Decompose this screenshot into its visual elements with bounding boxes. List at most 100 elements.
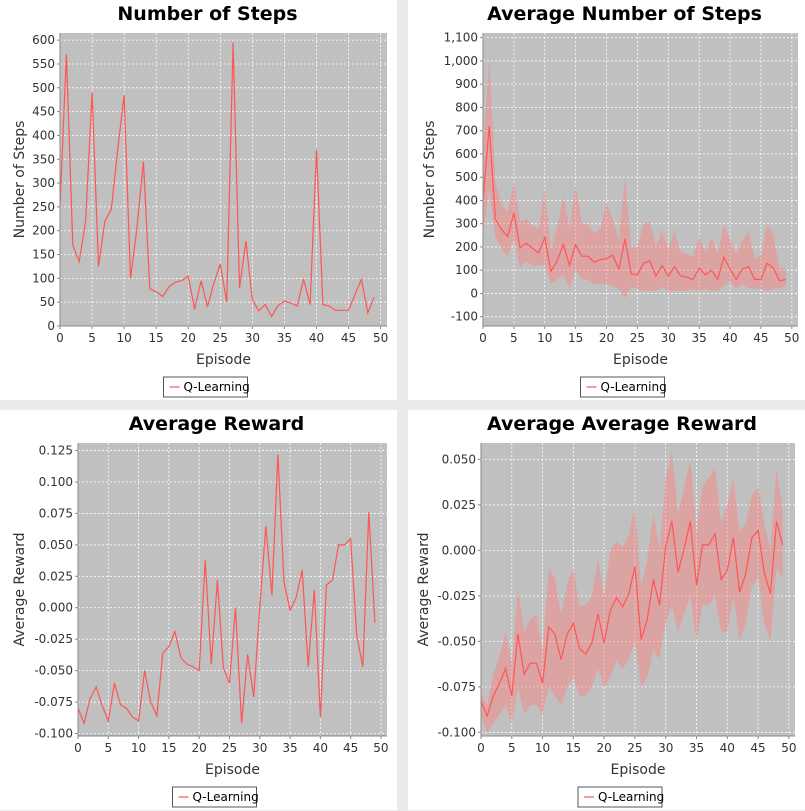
y-tick-label: 800: [455, 100, 478, 114]
y-tick-label: 1,000: [444, 54, 478, 68]
x-tick-label: 0: [477, 741, 485, 755]
x-tick-label: 5: [510, 331, 518, 345]
legend: Q-Learning: [172, 786, 259, 808]
y-tick-label: 150: [32, 248, 55, 262]
chart-svg: Average Average Reward 0 5 10 15 20 25 30 35 40 45…: [416, 413, 796, 808]
x-tick-label: 35: [277, 331, 292, 345]
x-tick-label: 5: [104, 741, 112, 755]
x-tick-label: 45: [341, 331, 356, 345]
y-axis-label: Average Reward: [12, 532, 28, 646]
confidence-band: [483, 58, 786, 299]
y-tick-label: 0: [470, 286, 478, 300]
legend-label: Q-Learning: [601, 380, 667, 394]
x-tick-label: 10: [535, 741, 550, 755]
chart-svg: Average Reward 0 5 10 15 20 25 30 35 40 45 50 -0.100…: [12, 413, 389, 808]
x-tick-label: 25: [630, 331, 645, 345]
x-tick-label: 45: [750, 741, 765, 755]
y-tick-label: 400: [32, 128, 55, 142]
y-tick-label: 600: [32, 33, 55, 47]
y-tick-label: 250: [32, 200, 55, 214]
y-tick-label: 0.025: [39, 569, 73, 583]
x-tick-label: 35: [692, 331, 707, 345]
chart-title: Average Reward: [129, 413, 304, 435]
y-axis-label: Number of Steps: [422, 121, 438, 239]
y-tick-label: 350: [32, 152, 55, 166]
plot-area: [78, 443, 387, 736]
axes: [77, 443, 387, 737]
x-tick-label: 0: [74, 741, 82, 755]
x-tick-label: 10: [537, 331, 552, 345]
y-tick-label: 50: [40, 295, 55, 309]
grid: [482, 33, 798, 326]
x-tick-label: 35: [282, 741, 297, 755]
chart-title: Average Average Reward: [487, 413, 757, 435]
y-tick-label: 200: [455, 240, 478, 254]
y-tick-label: -0.075: [34, 695, 73, 709]
x-axis-label: Episode: [196, 352, 251, 368]
confidence-band: [481, 450, 783, 733]
y-tick-label: 300: [32, 176, 55, 190]
y-tick-label: 0: [47, 319, 55, 333]
y-tick-label: -0.050: [437, 634, 476, 648]
chart-title: Number of Steps: [117, 3, 297, 25]
y-tick-label: 100: [455, 263, 478, 277]
x-tick-label: 20: [596, 741, 611, 755]
y-tick-label: 0.050: [39, 538, 73, 552]
legend-box: [172, 786, 257, 808]
x-tick-label: 45: [343, 741, 358, 755]
legend-box: [580, 376, 665, 398]
x-tick-label: 45: [753, 331, 768, 345]
legend: Q-Learning: [163, 376, 250, 398]
x-tick-label: 50: [781, 741, 796, 755]
y-axis-label: Number of Steps: [12, 121, 28, 239]
x-tick-label: 5: [88, 331, 96, 345]
chart-panel-average-steps: Average Number of Steps 0 5 10 15 20 25 30 35 40 4…: [408, 0, 805, 400]
y-tick-label: 100: [32, 271, 55, 285]
x-tick-label: 20: [192, 741, 207, 755]
x-tick-label: 0: [56, 331, 64, 345]
axes: [482, 33, 798, 327]
x-tick-label: 25: [627, 741, 642, 755]
legend-label: Q-Learning: [598, 790, 664, 804]
series-line-q-learning: [59, 42, 375, 318]
x-axis-label: Episode: [205, 762, 260, 778]
x-tick-label: 5: [508, 741, 516, 755]
y-tick-label: 0.000: [39, 601, 73, 615]
x-tick-label: 10: [131, 741, 146, 755]
y-tick-label: 500: [32, 81, 55, 95]
y-tick-label: 550: [32, 57, 55, 71]
x-tick-label: 40: [313, 741, 328, 755]
y-tick-label: -0.025: [437, 589, 476, 603]
y-tick-label: 450: [32, 105, 55, 119]
x-tick-label: 40: [722, 331, 737, 345]
y-tick-label: 0.125: [39, 444, 73, 458]
x-tick-label: 15: [149, 331, 164, 345]
x-tick-label: 25: [213, 331, 228, 345]
y-tick-label: 600: [455, 147, 478, 161]
y-tick-label: 500: [455, 170, 478, 184]
y-tick-label: 300: [455, 217, 478, 231]
y-tick-label: 700: [455, 124, 478, 138]
legend: Q-Learning: [577, 786, 664, 808]
legend-box: [577, 786, 663, 808]
y-tick-label: 0.000: [442, 543, 476, 557]
x-tick-label: 15: [161, 741, 176, 755]
chart-svg: Average Number of Steps 0 5 10 15 20 25 30 35 40 4…: [422, 3, 799, 398]
y-tick-label: -0.100: [34, 726, 73, 740]
x-tick-label: 15: [566, 741, 581, 755]
x-tick-label: 30: [245, 331, 260, 345]
x-tick-label: 20: [181, 331, 196, 345]
y-tick-label: 400: [455, 193, 478, 207]
x-tick-label: 40: [720, 741, 735, 755]
x-tick-label: 20: [599, 331, 614, 345]
legend-label: Q-Learning: [184, 380, 250, 394]
x-axis-label: Episode: [613, 352, 668, 368]
x-tick-label: 10: [116, 331, 131, 345]
y-tick-label: -0.025: [34, 632, 73, 646]
grid: [59, 33, 387, 327]
y-axis-label: Average Reward: [416, 532, 432, 646]
y-tick-label: 1,100: [444, 31, 478, 45]
y-tick-label: 200: [32, 224, 55, 238]
y-tick-label: -0.075: [437, 680, 476, 694]
